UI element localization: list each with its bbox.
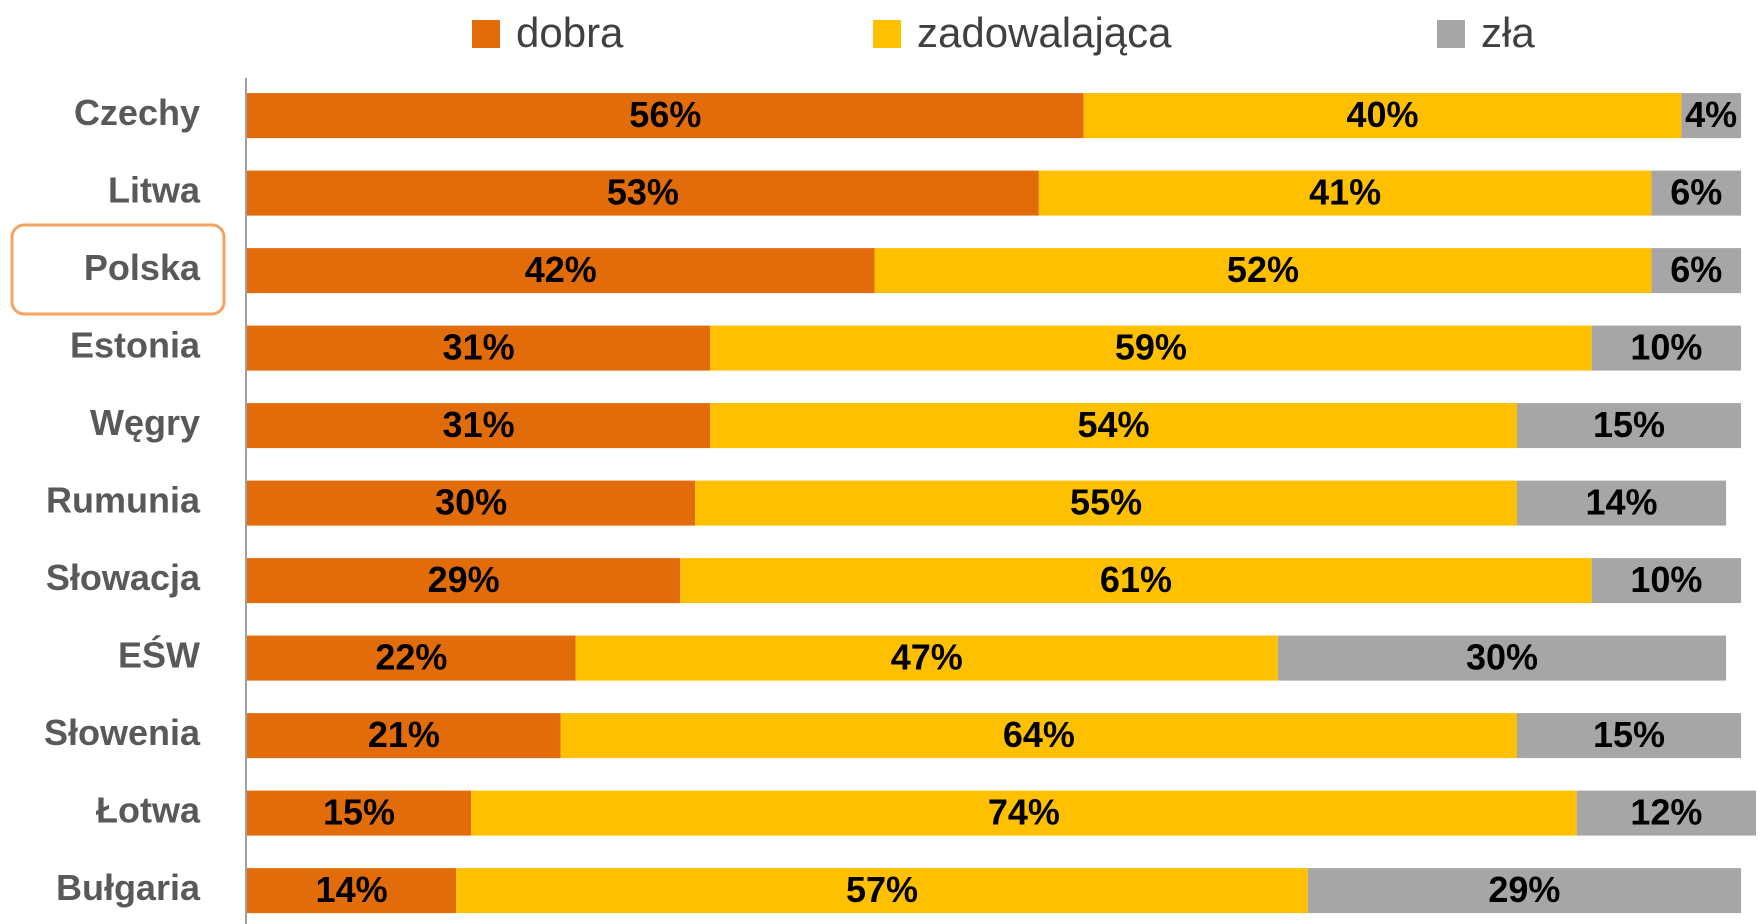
value-label: 14% — [1586, 482, 1658, 523]
value-label: 55% — [1070, 482, 1142, 523]
value-label: 74% — [988, 792, 1060, 833]
value-label: 15% — [323, 792, 395, 833]
legend-label: zła — [1481, 9, 1535, 56]
category-label: Estonia — [70, 325, 201, 366]
bar-segment — [247, 558, 681, 604]
bar-segment — [1307, 868, 1742, 914]
legend-label: dobra — [516, 9, 624, 56]
category-label: Polska — [84, 247, 201, 288]
value-label: 4% — [1685, 94, 1737, 135]
bar-segment — [874, 248, 1652, 294]
category-label: Węgry — [90, 402, 200, 443]
bar-segment — [1277, 635, 1727, 681]
bar-segment — [247, 325, 711, 371]
value-label: 56% — [629, 94, 701, 135]
legend-swatch — [472, 20, 500, 48]
legend-label: zadowalająca — [917, 9, 1172, 56]
value-label: 15% — [1593, 714, 1665, 755]
category-label: Łotwa — [96, 790, 201, 831]
bar-segment — [680, 558, 1592, 604]
category-label: EŚW — [118, 634, 200, 676]
bar-segment — [575, 635, 1278, 681]
bar-segment — [471, 790, 1577, 836]
value-label: 52% — [1227, 249, 1299, 290]
value-label: 53% — [607, 172, 679, 213]
value-label: 30% — [435, 482, 507, 523]
value-label: 54% — [1078, 404, 1150, 445]
value-label: 10% — [1630, 327, 1702, 368]
bar-segment — [1591, 325, 1742, 371]
value-label: 30% — [1466, 637, 1538, 678]
value-label: 6% — [1670, 172, 1722, 213]
value-label: 29% — [1488, 869, 1560, 910]
value-label: 12% — [1630, 792, 1702, 833]
bar-segment — [710, 325, 1592, 371]
value-label: 41% — [1309, 172, 1381, 213]
legend-swatch — [1437, 20, 1465, 48]
bar-segment — [1651, 170, 1742, 216]
bar-segment — [1038, 170, 1652, 216]
highlight-box — [10, 223, 226, 316]
bar-segment — [1651, 248, 1742, 294]
bar-segment — [710, 403, 1517, 449]
value-label: 31% — [443, 327, 515, 368]
bar-segment — [247, 713, 561, 759]
value-label: 61% — [1100, 559, 1172, 600]
value-label: 15% — [1593, 404, 1665, 445]
value-label: 31% — [443, 404, 515, 445]
value-label: 57% — [846, 869, 918, 910]
category-label: Czechy — [74, 92, 200, 133]
category-label: Bułgaria — [56, 867, 201, 908]
value-label: 29% — [428, 559, 500, 600]
bar-segment — [247, 868, 457, 914]
bar-segment — [1681, 93, 1742, 139]
bar-segment — [1516, 480, 1727, 526]
bar-segment — [247, 170, 1039, 216]
category-label: Litwa — [108, 170, 201, 211]
bar-segment — [1591, 558, 1742, 604]
value-label: 6% — [1670, 249, 1722, 290]
value-label: 40% — [1346, 94, 1418, 135]
value-label: 64% — [1003, 714, 1075, 755]
bar-segment — [695, 480, 1517, 526]
category-label: Słowacja — [46, 557, 201, 598]
value-label: 59% — [1115, 327, 1187, 368]
value-label: 14% — [316, 869, 388, 910]
bar-segment — [247, 403, 711, 449]
value-label: 42% — [525, 249, 597, 290]
category-label: Rumunia — [46, 480, 201, 521]
bar-segment — [560, 713, 1517, 759]
bar-segment — [1083, 93, 1682, 139]
value-label: 21% — [368, 714, 440, 755]
bar-segment — [1516, 403, 1742, 449]
value-label: 10% — [1630, 559, 1702, 600]
value-label: 22% — [375, 637, 447, 678]
bar-segment — [1516, 713, 1742, 759]
bar-segment — [247, 635, 576, 681]
category-label: Słowenia — [44, 712, 201, 753]
bar-segment — [247, 248, 875, 294]
legend-swatch — [873, 20, 901, 48]
bar-segment — [247, 790, 472, 836]
value-label: 47% — [891, 637, 963, 678]
bar-segment — [456, 868, 1308, 914]
bar-segment — [247, 480, 696, 526]
bar-segment — [247, 93, 1084, 139]
bar-segment — [1576, 790, 1756, 836]
